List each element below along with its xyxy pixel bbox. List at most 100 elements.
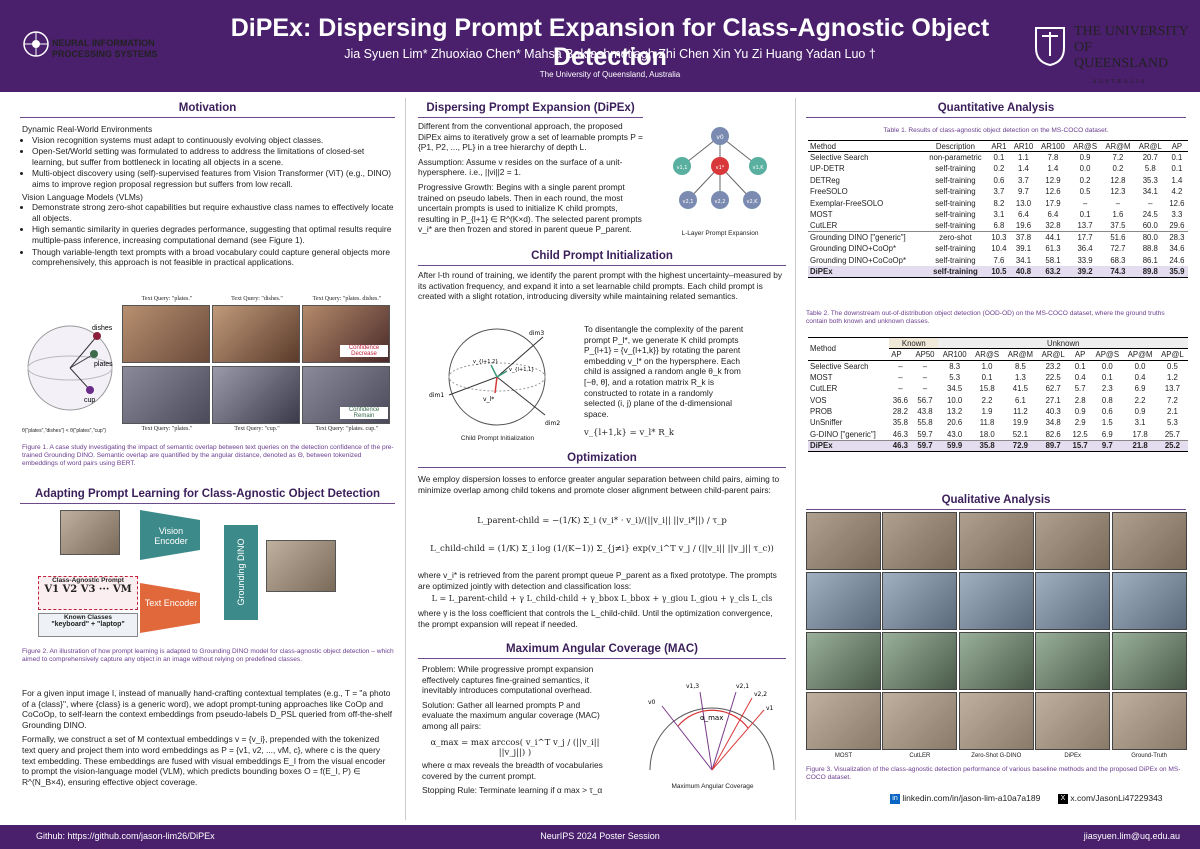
table1-cell: Selective Search: [810, 153, 869, 163]
table2-cell: 11.2: [1013, 407, 1028, 417]
table1-cell: Grounding DINO ["generic"]: [808, 231, 923, 244]
table1-cell: 7.2: [1112, 153, 1124, 163]
table2-cell: VOS: [810, 395, 827, 405]
table1-cell: 0.9: [1079, 153, 1091, 163]
table2-cell: –: [898, 384, 903, 394]
twitter-link[interactable]: X x.com/JasonLi47229343: [1058, 793, 1163, 804]
motivation-title: Motivation: [20, 102, 395, 118]
motivation-bullet: Vision recognition systems must adapt to…: [32, 135, 394, 146]
query-label: Text Query: "plates.": [141, 296, 193, 302]
grounding-dino-label: Grounding DINO: [236, 538, 246, 606]
table1-cell: 1.4: [1047, 164, 1059, 174]
motivation-heading-1: Dynamic Real-World Environments: [22, 124, 153, 134]
detection-image: [212, 366, 300, 424]
tree-node-label: v0: [716, 134, 724, 141]
tree-node: [711, 191, 729, 209]
optimization-convergence: where γ is the loss coefficient that con…: [418, 608, 773, 629]
table2-header: AP@M: [1127, 350, 1153, 360]
plates-label: plates: [94, 361, 113, 368]
cup-point: [86, 386, 94, 394]
github-link[interactable]: Github: https://github.com/jason-lim26/D…: [36, 831, 215, 841]
table1-cell: 1.4: [1171, 175, 1183, 185]
table2-cell: 17.8: [1132, 429, 1148, 439]
qualitative-image: [1035, 512, 1111, 570]
table2-cell: 2.1: [1167, 407, 1178, 417]
prompt-expansion-tree: v0 v1,1 v1* v1,K v2,1 v2,2 v2,K: [673, 127, 767, 209]
linkedin-text: linkedin.com/in/jason-lim-a10a7a189: [902, 793, 1041, 803]
table2-row: Selective Search – – 8.3 1.0 8.5 23.2 0.1 0.0 0.0…: [808, 360, 1188, 371]
table1-cell: DiPEx: [810, 266, 833, 276]
table1-row: DiPEx self-training 10.5 40.8 63.2 39.2 74.3 89…: [808, 265, 1188, 278]
table2-cell: 0.1: [1101, 372, 1113, 382]
table1-cell: 10.4: [991, 244, 1007, 254]
neurips-logo: NEURAL INFORMATION PROCESSING SYSTEMS: [22, 18, 197, 76]
dispersing-text: Different from the conventional approach…: [418, 121, 646, 239]
table1-row: MOST self-training 3.1 6.4 6.4 0.1 1.6 24.5 3.3: [808, 209, 1188, 220]
table1-cell: –: [1115, 198, 1121, 208]
table2-cell: 35.8: [892, 418, 908, 428]
dishes-label: dishes: [92, 325, 113, 332]
table1-cell: 17.9: [1045, 198, 1061, 208]
qualitative-image: [806, 692, 881, 750]
qualitative-image: [882, 572, 958, 630]
table1-cell: 12.6: [1169, 198, 1185, 208]
table1-cell: 6.8: [993, 221, 1005, 231]
linkedin-icon: in: [890, 793, 900, 804]
total-loss: L = L_parent-child + γ L_child-child + γ…: [431, 594, 773, 603]
child-vector-label: v_{l+1,1}: [509, 367, 534, 373]
neurips-logo-icon: [23, 31, 49, 57]
table1-cell: 3.7: [993, 187, 1005, 197]
figure1-caption: Figure 1. A case study investigating the…: [22, 444, 394, 468]
table2-caption: Table 2. The downstream out-of-distribut…: [806, 310, 1165, 326]
vector-label: v2,2: [754, 691, 767, 698]
table1-row: Grounding DINO+CoOp* self-training 10.4 39.…: [808, 243, 1188, 254]
vision-encoder-label: Vision Encoder: [154, 526, 188, 546]
motivation-bullet: Demonstrate strong zero-shot capabilitie…: [32, 202, 394, 223]
prompt-tokens: V1 V2 V3 ··· VM: [44, 584, 132, 595]
uq-country: AUSTRALIA: [1092, 78, 1147, 85]
method-label: MOST: [834, 753, 853, 759]
table1-row: Grounding DINO+CoCoOp* self-training 7.6 34…: [808, 254, 1188, 265]
query-label: Text Query: "plates. dishes.": [312, 296, 382, 302]
table1-cell: 3.3: [1171, 210, 1183, 220]
theta-relation: θ("plates","dishes") < θ("plates","cup"): [22, 428, 107, 434]
table2-cell: 7.2: [1167, 395, 1178, 405]
table1-cell: 1.6: [1112, 210, 1124, 220]
column-divider: [405, 98, 406, 820]
qualitative-image: [1035, 692, 1111, 750]
table1-cell: 24.5: [1142, 210, 1158, 220]
qualitative-image: [806, 512, 881, 570]
table2-cell: 1.0: [981, 361, 993, 371]
query-label: Text Query: "dishes.": [231, 296, 283, 302]
table1-cell: 10.3: [987, 231, 1010, 244]
email-link[interactable]: jiasyuen.lim@uq.edu.au: [1083, 831, 1180, 841]
table2-cell: MOST: [810, 372, 833, 382]
table2-row: DiPEx 46.3 59.7 59.9 35.8 72.9 89.7 15.7 9.7 21.8…: [808, 439, 1188, 452]
child-vector-label: v_{l+1,2}: [473, 359, 498, 365]
motivation-bullet: Though variable-length text prompts with…: [32, 247, 394, 268]
class-agnostic-prompt-label: Class-Agnostic Prompt: [52, 577, 124, 584]
table1-cell: 80.0: [1134, 231, 1166, 244]
linkedin-link[interactable]: in linkedin.com/in/jason-lim-a10a7a189: [890, 793, 1040, 804]
table2-method-header: Method: [810, 344, 837, 354]
table2-cell: Selective Search: [810, 361, 869, 371]
tree-node-label: v2,1: [683, 199, 694, 205]
text-encoder-block: [140, 583, 200, 633]
table1-cell: 24.6: [1169, 255, 1185, 265]
dim1-label: dim1: [429, 392, 444, 399]
method-label: Ground-Truth: [1131, 753, 1167, 759]
table1-cell: 35.9: [1169, 266, 1185, 276]
table2-cell: 8.3: [949, 361, 961, 371]
table2-cell: 12.5: [1072, 429, 1088, 439]
table1-cell: 89.8: [1142, 266, 1158, 276]
table1-cell: self-training: [933, 266, 978, 276]
qualitative-image: [1035, 572, 1111, 630]
table2-cell: 13.2: [947, 407, 963, 417]
mac-equation: α_max = max arccos( v_i^T v_j / (||v_i||…: [430, 738, 600, 758]
table1-cell: 0.1: [993, 153, 1005, 163]
table1-cell: MOST: [810, 210, 833, 220]
poster-footer: Github: https://github.com/jason-lim26/D…: [0, 825, 1200, 849]
table2-cell: 0.9: [1134, 407, 1146, 417]
table2-header: AR@M: [1007, 350, 1033, 360]
table2-cell: 25.2: [1156, 439, 1188, 452]
